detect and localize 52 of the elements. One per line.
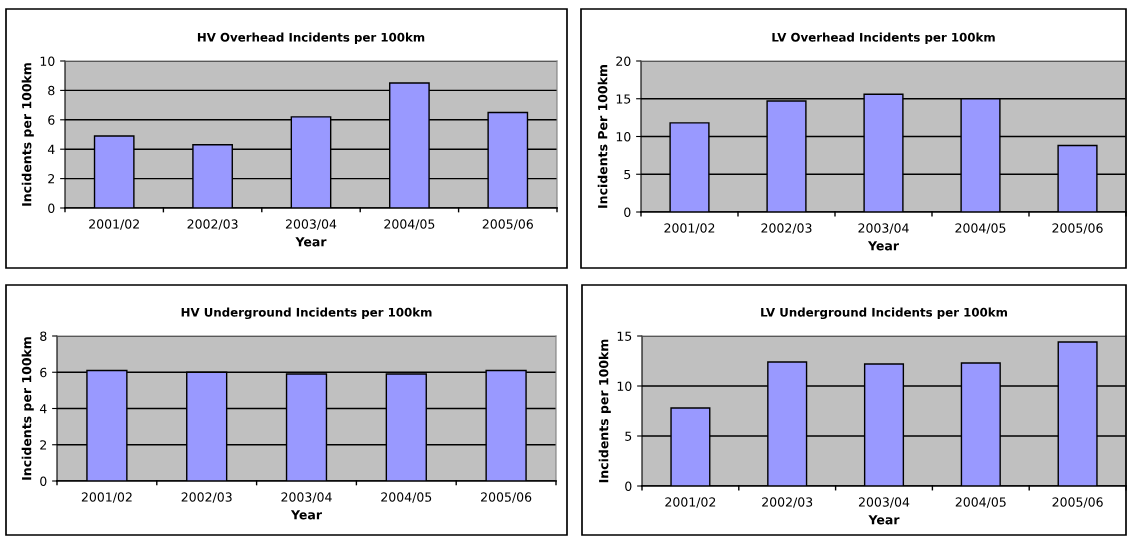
x-tick-label: 2004/05 (955, 223, 1006, 234)
chart-title: LV Underground Incidents per 100km (761, 307, 1007, 320)
y-tick-label: 5 (625, 431, 632, 441)
y-tick-label: 0 (48, 203, 55, 213)
y-tick-label: 6 (48, 115, 55, 125)
x-tick-label: 2003/04 (858, 223, 909, 234)
y-axis-title: Incidents Per 100km (597, 65, 608, 208)
x-tick-label: 2002/03 (761, 223, 812, 234)
y-tick-label: 0 (625, 481, 632, 491)
y-tick-label: 8 (48, 85, 55, 96)
x-tick-label: 2003/04 (858, 497, 910, 508)
x-tick-label: 2004/05 (381, 492, 432, 503)
chart-title: LV Overhead Incidents per 100km (772, 32, 995, 45)
y-tick-label: 6 (40, 367, 47, 378)
y-tick-label: 15 (617, 331, 632, 341)
x-tick-label: 2002/03 (762, 497, 813, 508)
y-tick-label: 20 (616, 56, 631, 66)
x-tick-label: 2001/02 (81, 492, 132, 503)
x-axis-title: Year (867, 241, 899, 251)
y-tick-label: 15 (616, 94, 631, 104)
y-axis-title: Incidents per 100km (21, 63, 34, 206)
x-tick-label: 2005/06 (1052, 497, 1103, 508)
y-tick-label: 2 (48, 174, 55, 184)
y-tick-label: 10 (616, 131, 631, 142)
y-axis-title: Incidents per 100km (21, 337, 34, 480)
x-tick-label: 2004/05 (955, 497, 1006, 508)
x-tick-label: 2003/04 (285, 219, 337, 230)
chart-title: HV Overhead Incidents per 100km (197, 32, 425, 45)
y-tick-label: 4 (47, 144, 55, 154)
x-tick-label: 2002/03 (181, 492, 232, 503)
x-axis-title: Year (290, 510, 322, 520)
x-tick-label: 2001/02 (665, 497, 716, 508)
chart-title: HV Underground Incidents per 100km (181, 307, 432, 320)
x-axis-title: Year (295, 237, 327, 247)
x-tick-label: 2005/06 (482, 219, 533, 230)
x-tick-label: 2005/06 (481, 492, 532, 503)
x-tick-label: 2001/02 (664, 223, 715, 234)
y-tick-label: 0 (624, 207, 631, 217)
y-tick-label: 10 (40, 56, 55, 66)
y-tick-label: 0 (40, 476, 47, 486)
x-tick-label: 2003/04 (281, 492, 332, 503)
y-tick-label: 2 (40, 440, 47, 450)
x-tick-label: 2005/06 (1052, 223, 1103, 234)
y-tick-label: 8 (40, 331, 47, 341)
y-tick-label: 5 (624, 169, 631, 180)
x-axis-title: Year (868, 515, 900, 525)
x-tick-label: 2001/02 (89, 219, 139, 230)
x-tick-label: 2002/03 (187, 219, 238, 230)
y-tick-label: 4 (39, 404, 47, 414)
x-tick-label: 2004/05 (384, 219, 435, 230)
y-tick-label: 10 (617, 381, 632, 391)
y-axis-title: Incidents per 100km (598, 339, 611, 483)
